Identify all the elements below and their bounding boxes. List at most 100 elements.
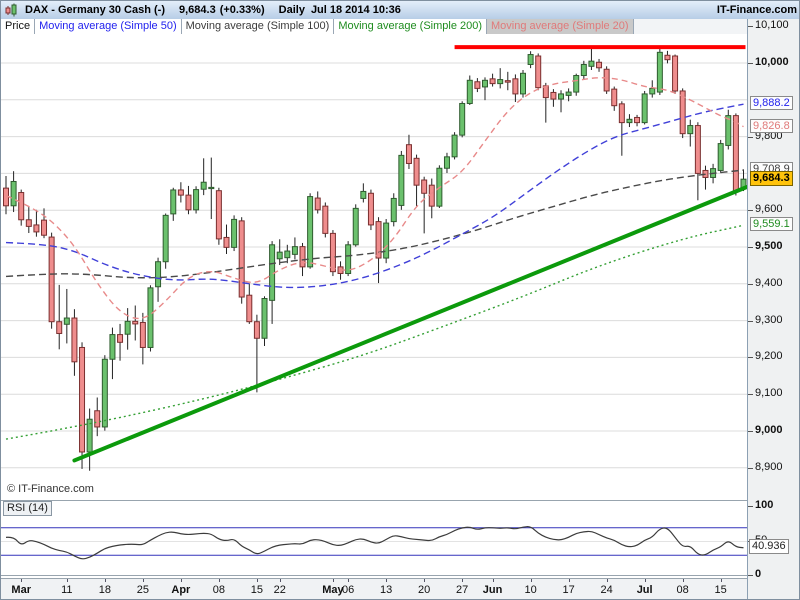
candle (664, 54, 671, 61)
candle (71, 317, 78, 363)
candle (375, 221, 382, 259)
time-tick-label: May (322, 584, 344, 596)
candle (527, 54, 534, 65)
price-plot-layer (1, 45, 747, 471)
candle (329, 232, 336, 273)
candle (679, 90, 686, 135)
candle (147, 287, 154, 348)
time-tick-mark (180, 579, 182, 582)
candle (185, 194, 192, 211)
candle (200, 181, 207, 190)
candle (588, 60, 595, 67)
candle (101, 358, 108, 428)
time-tick-label: 13 (380, 584, 393, 596)
candle (459, 102, 466, 136)
title-bar: DAX - Germany 30 Cash (-) 9,684.3 (+0.33… (1, 1, 799, 20)
candle (238, 220, 245, 298)
time-tick-label: 15 (714, 584, 727, 596)
candle (261, 298, 268, 339)
candle (520, 72, 527, 95)
candle (86, 418, 93, 453)
time-axis-panel[interactable]: Mar 11 18 25 Apr 08 15 22 May 06 13 20 27 Jun 10 17 24 Ju… (1, 578, 747, 599)
legend-tab-sma200sma[interactable]: Moving average (Simple 200) (334, 19, 488, 34)
candlestick-chart-icon (5, 3, 17, 17)
time-tick-label: 27 (456, 584, 469, 596)
time-tick-mark (142, 579, 144, 582)
time-tick-mark (256, 579, 258, 582)
legend-tab-sma20sma[interactable]: Moving average (Simple 20) (487, 19, 634, 34)
candle (360, 190, 367, 199)
candle (63, 317, 70, 325)
price-tick-label: 10,100 (755, 19, 789, 32)
candle (649, 87, 656, 95)
time-tick-label: 24 (600, 584, 613, 596)
rsi-tick-label: 0 (755, 568, 762, 580)
candle (451, 134, 458, 158)
candle (466, 79, 473, 104)
price-tick-mark (748, 63, 753, 64)
rsi-indicator-label[interactable]: RSI (14) (3, 501, 52, 516)
legend-tab-sma100sma[interactable]: Moving average (Simple 100) (181, 19, 335, 34)
candle (155, 261, 162, 288)
candle (10, 180, 17, 207)
price-tick-label: 9,300 (755, 313, 783, 326)
candle (367, 192, 374, 226)
ma-line-sma100 (5, 169, 744, 279)
candle (618, 103, 625, 124)
time-tick-mark (332, 579, 334, 582)
symbol-title: DAX - Germany 30 Cash (-) (25, 4, 165, 16)
price-tick-label: 9,400 (755, 276, 783, 289)
candle (253, 321, 260, 339)
candle (611, 88, 618, 107)
time-tick-label: Jul (636, 584, 653, 596)
rsi-indicator-plot[interactable] (1, 500, 747, 576)
candle (443, 156, 450, 169)
price-tick-mark (748, 467, 753, 469)
price-tick-mark (748, 357, 753, 359)
time-tick-label: 17 (562, 584, 575, 596)
legend-tab-price[interactable]: Price (1, 19, 36, 34)
price-tick-label: 9,200 (755, 350, 783, 363)
candle (565, 91, 572, 96)
price-tick-label: 9,000 (755, 424, 783, 436)
candle (481, 79, 488, 88)
candle (109, 334, 116, 360)
candle (41, 219, 48, 236)
candle (18, 192, 25, 221)
candle (634, 116, 641, 124)
copyright-watermark: © IT-Finance.com (7, 483, 94, 495)
candle (139, 321, 146, 348)
time-tick-mark (348, 579, 350, 582)
time-tick-label: 25 (136, 584, 149, 596)
candle (193, 189, 200, 211)
price-tick-label: 10,000 (755, 56, 789, 68)
price-axis-panel[interactable]: 10,100 10,000 9,800 9,600 9,500 9,400 9,300 9,2… (747, 19, 799, 599)
legend-tab-sma50sma[interactable]: Moving average (Simple 50) (35, 19, 182, 34)
ma-line-sma200 (5, 224, 744, 440)
time-tick-label: 18 (98, 584, 111, 596)
candle (33, 224, 40, 233)
time-tick-label: 22 (273, 584, 286, 596)
rsi-tick-mark (748, 575, 753, 576)
time-tick-label: 20 (418, 584, 431, 596)
time-tick-mark (462, 579, 464, 582)
rsi-plot-layer (1, 526, 747, 560)
rsi-value-label: 40.936 (749, 538, 789, 554)
candle (56, 321, 63, 334)
time-tick-mark (279, 579, 281, 582)
ma-value-label-sma200: 9,559.1 (750, 217, 793, 232)
change-percent: (+0.33%) (219, 4, 265, 16)
candle (215, 190, 222, 240)
time-tick-mark (568, 579, 570, 582)
candle (694, 125, 701, 174)
candle (550, 91, 557, 100)
candle (596, 61, 603, 69)
time-tick-mark (720, 579, 722, 582)
time-tick-mark (530, 579, 532, 582)
brand-logo-text: IT-Finance.com (716, 4, 797, 16)
candle (725, 115, 732, 146)
candle (299, 246, 306, 268)
candle (284, 250, 291, 259)
price-chart-plot[interactable] (1, 34, 747, 498)
